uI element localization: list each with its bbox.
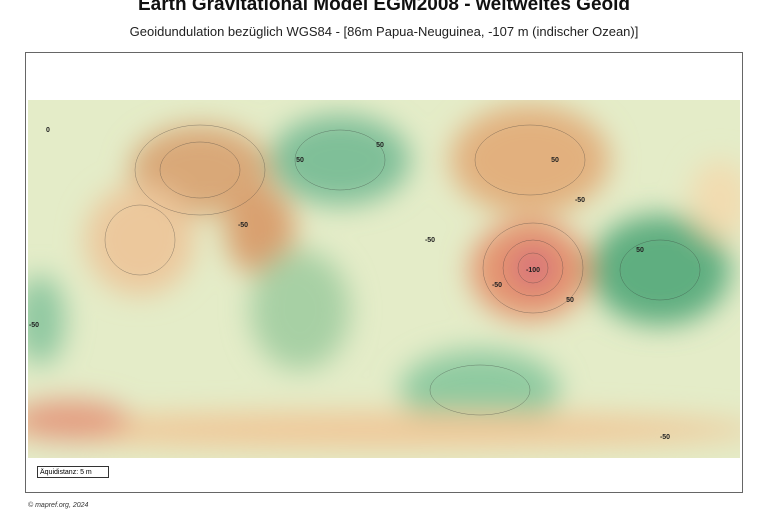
map-frame [25, 52, 743, 493]
contour-label: -100 [526, 267, 540, 274]
contour-label: 50 [566, 297, 574, 304]
contour-label: 50 [551, 157, 559, 164]
title: Earth Gravitational Model EGM2008 - welt… [137, 0, 630, 15]
contour-label: -50 [492, 282, 502, 289]
contour-label: -50 [425, 237, 435, 244]
contour-label: 50 [376, 142, 384, 149]
contour-label: 50 [296, 157, 304, 164]
contour-label: 0 [46, 127, 50, 134]
contour-label: 50 [636, 247, 644, 254]
subtitle: Geoidundulation bezüglich WGS84 - [86m P… [129, 24, 639, 39]
contour-label: -50 [575, 197, 585, 204]
footer: © mapref.org, 2024 [28, 502, 89, 509]
geoid-surface [28, 100, 740, 458]
legend: Äquidistanz: 5 m [37, 466, 109, 478]
contour-label: -50 [29, 322, 39, 329]
contour-label: -50 [238, 222, 248, 229]
contour-label: -50 [660, 434, 670, 441]
